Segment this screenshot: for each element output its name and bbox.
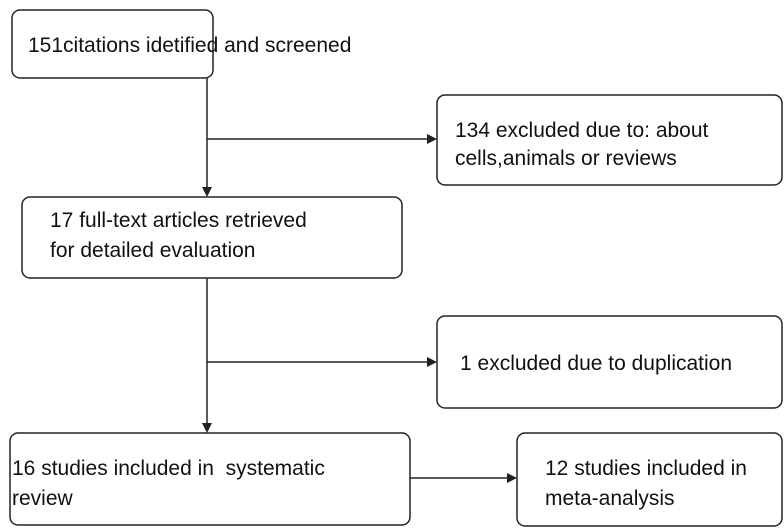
arrowhead <box>427 357 437 367</box>
arrowhead <box>427 134 437 144</box>
box <box>21 196 403 279</box>
box <box>11 9 214 79</box>
arrowhead <box>202 187 212 197</box>
box-text: for detailed evaluation <box>50 239 255 262</box>
box-text: 12 studies included in <box>545 457 747 480</box>
box-text: 16 studies included in systematic <box>12 457 325 480</box>
box <box>436 315 783 409</box>
box <box>9 432 411 526</box>
box <box>436 94 783 186</box>
box-text: 17 full-text articles retrieved <box>50 209 307 232</box>
arrowhead <box>202 423 212 433</box>
box-text: cells,animals or reviews <box>455 147 677 170</box>
box-text: 151citations idetified and screened <box>28 34 351 57</box>
box-text: 1 excluded due to duplication <box>460 352 732 375</box>
box-text: review <box>12 487 74 510</box>
box <box>516 432 783 527</box>
box-text: meta-analysis <box>545 487 675 510</box>
arrowhead <box>507 473 517 483</box>
box-text: 134 excluded due to: about <box>455 119 709 142</box>
